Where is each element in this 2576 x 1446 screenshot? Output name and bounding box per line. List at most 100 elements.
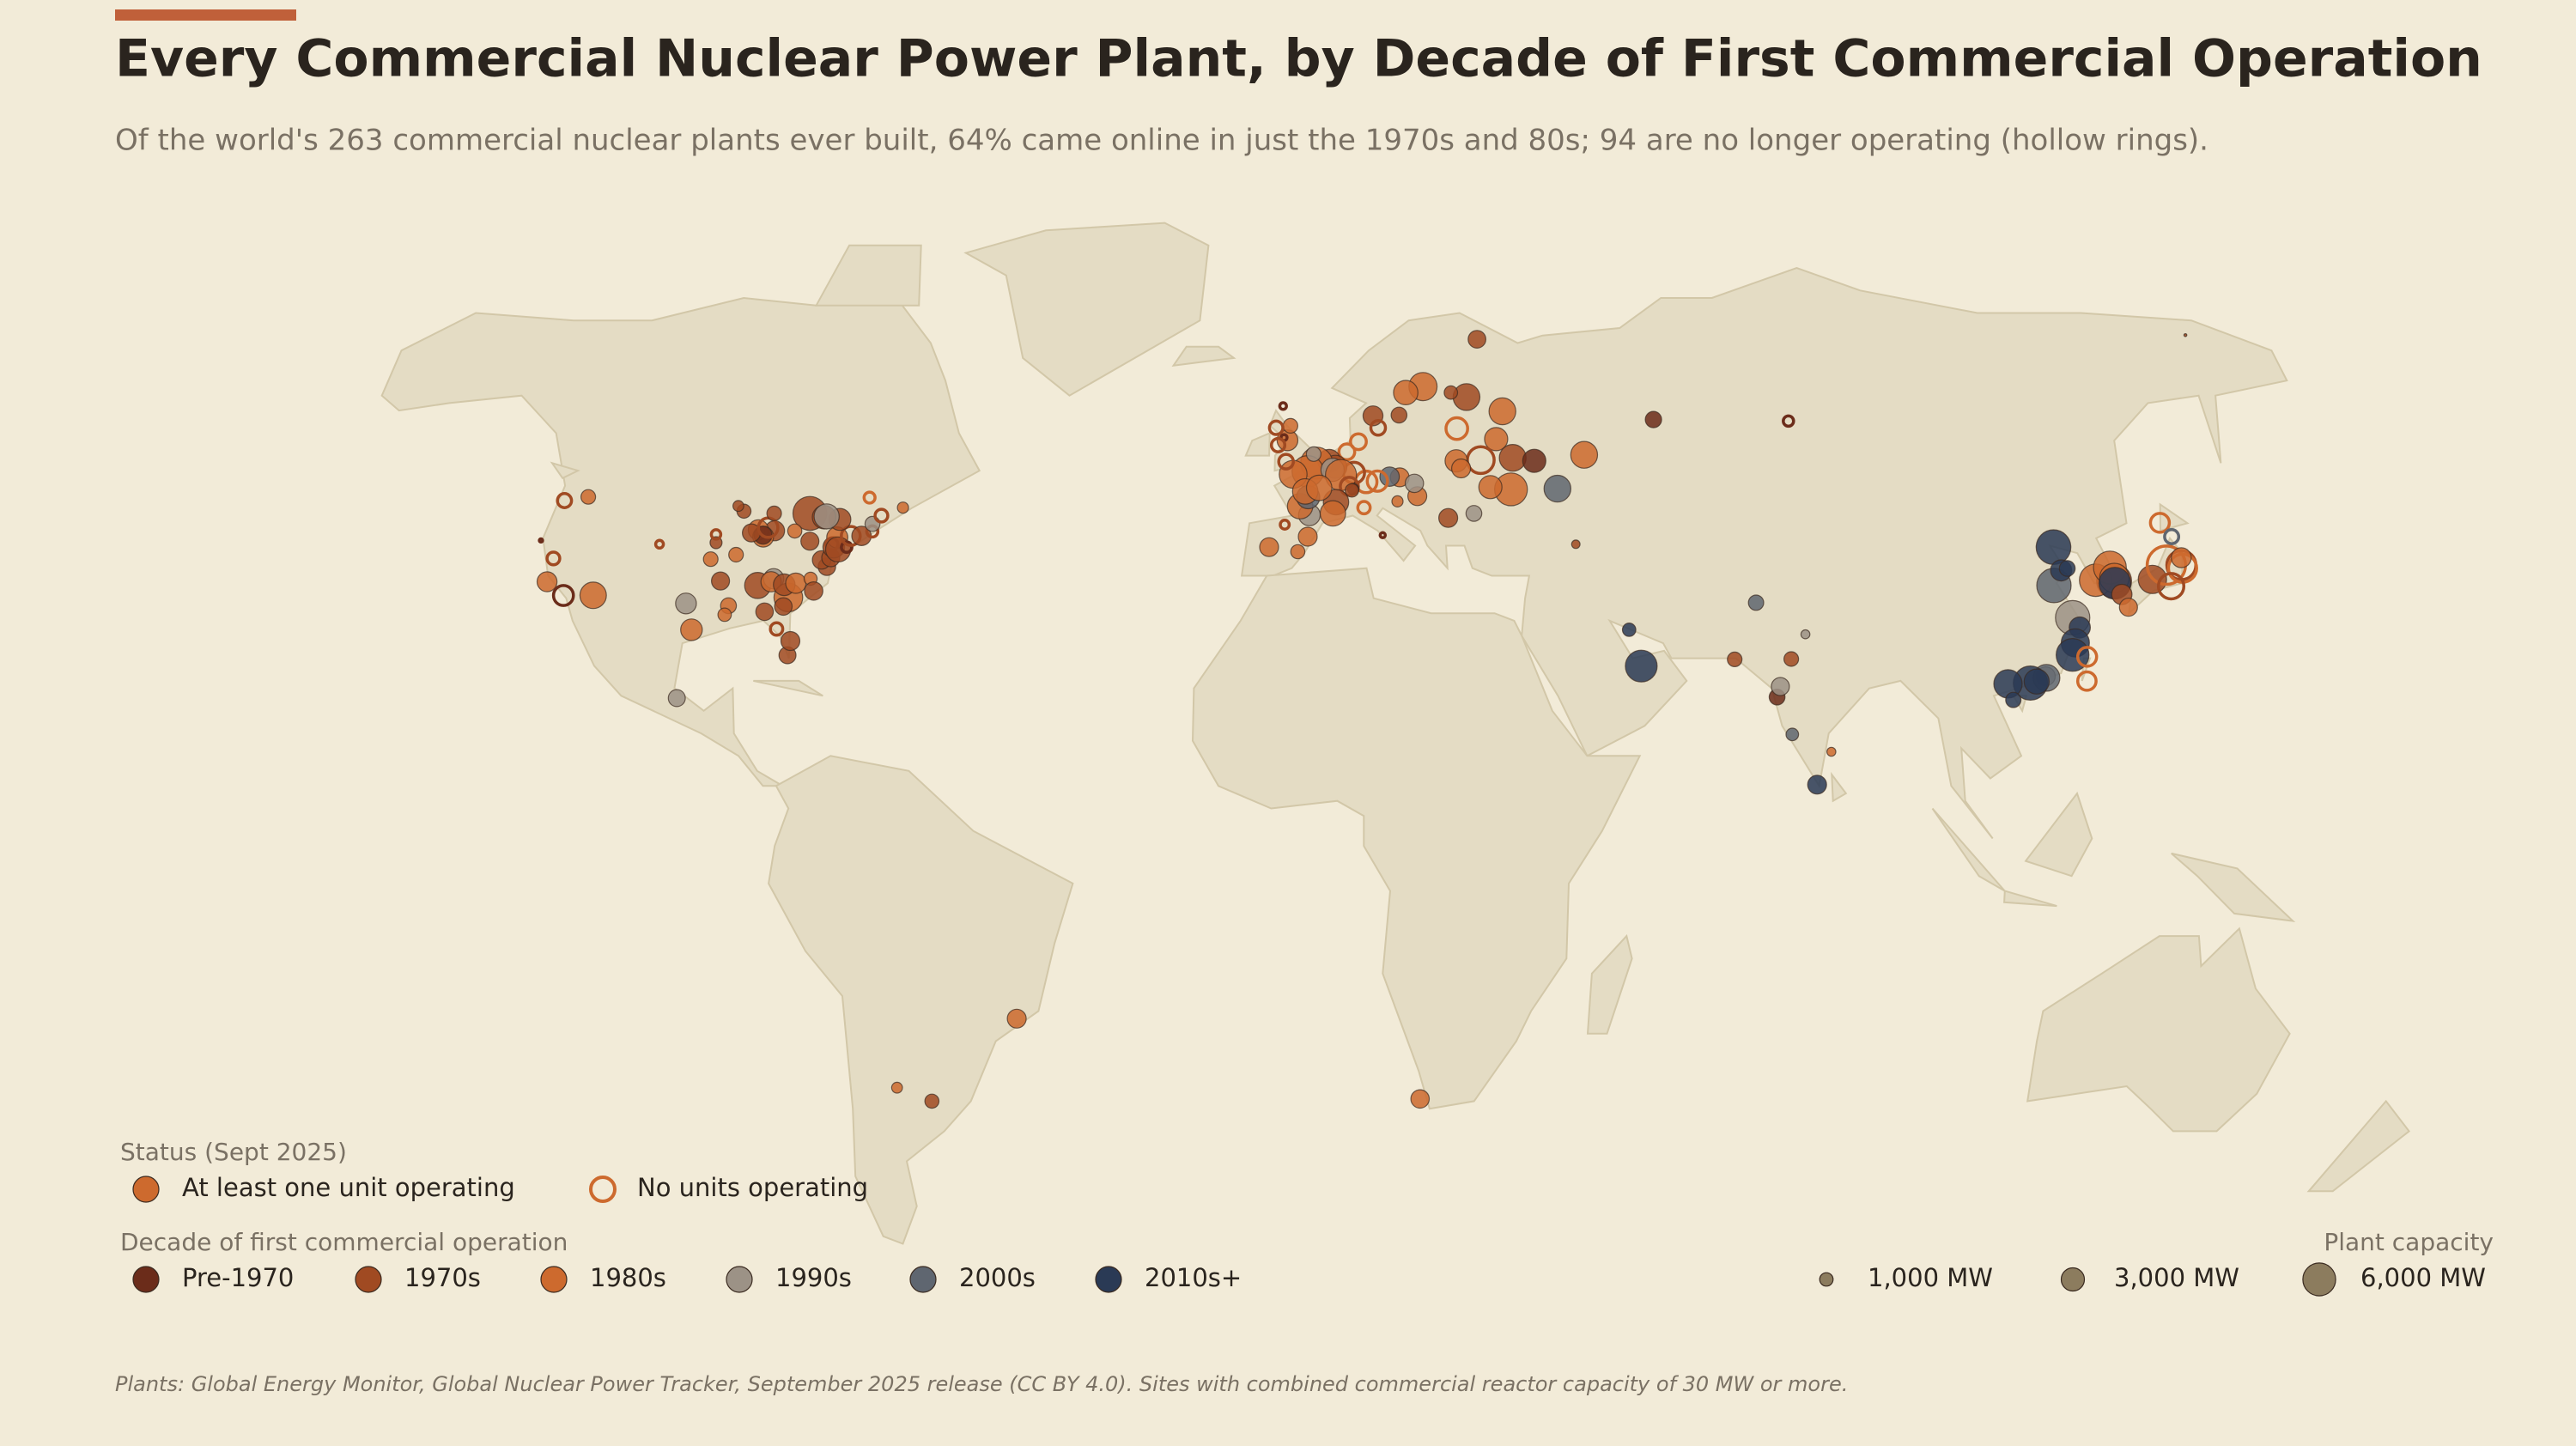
landmass bbox=[753, 679, 823, 697]
plant-operating bbox=[680, 618, 703, 641]
legend-swatch bbox=[909, 1266, 937, 1293]
landmass bbox=[1244, 431, 1271, 457]
plant-operating bbox=[702, 551, 719, 568]
plant-operating bbox=[1570, 440, 1599, 469]
landmass bbox=[2024, 791, 2093, 878]
plant-operating bbox=[780, 630, 801, 652]
size-legend-swatch bbox=[2302, 1262, 2336, 1297]
plant-operating bbox=[2005, 691, 2022, 708]
plant-operating bbox=[1006, 1008, 1027, 1029]
plant-operating bbox=[1800, 629, 1811, 640]
plant-closed bbox=[1267, 419, 1285, 436]
plant-operating bbox=[1319, 500, 1346, 527]
plant-operating bbox=[1771, 677, 1790, 696]
plant-operating bbox=[1259, 537, 1279, 557]
decade-legend-title: Decade of first commercial operation bbox=[120, 1228, 568, 1256]
legend-label: 3,000 MW bbox=[2114, 1263, 2239, 1292]
legend-label: 2010s+ bbox=[1145, 1263, 1242, 1292]
legend-label: Pre-1970 bbox=[182, 1263, 294, 1292]
landmass bbox=[1931, 807, 2006, 892]
plant-operating bbox=[896, 501, 909, 514]
status-legend-title: Status (Sept 2025) bbox=[120, 1138, 347, 1166]
plant-closed bbox=[1356, 500, 1372, 516]
plant-operating bbox=[1305, 446, 1322, 462]
plant-operating bbox=[1785, 727, 1800, 742]
plant-closed bbox=[709, 528, 723, 541]
landmass bbox=[2159, 502, 2190, 532]
plant-operating bbox=[787, 523, 803, 539]
plant-operating bbox=[1543, 474, 1572, 503]
plant-operating bbox=[766, 505, 782, 522]
chart-subtitle: Of the world's 263 commercial nuclear pl… bbox=[115, 124, 2208, 158]
plant-operating bbox=[717, 607, 732, 623]
plant-operating bbox=[675, 592, 697, 615]
plant-operating bbox=[1498, 444, 1527, 472]
plant-operating bbox=[864, 515, 881, 532]
plant-operating bbox=[1450, 458, 1472, 479]
accent-bar bbox=[115, 9, 296, 21]
plant-operating bbox=[1452, 383, 1481, 411]
plant-operating bbox=[924, 1093, 940, 1109]
landmass bbox=[768, 755, 1074, 1245]
legend-label: 6,000 MW bbox=[2360, 1263, 2486, 1292]
plant-operating bbox=[1404, 473, 1425, 494]
size-legend-swatch bbox=[1819, 1272, 1834, 1287]
plant-operating bbox=[1783, 651, 1800, 667]
plant-closed bbox=[545, 550, 562, 567]
landmass bbox=[2026, 927, 2291, 1133]
plant-operating bbox=[800, 532, 820, 551]
plant-operating bbox=[1282, 417, 1299, 434]
plant-closed bbox=[2148, 512, 2172, 534]
landmass bbox=[1586, 934, 1633, 1035]
plant-closed bbox=[840, 540, 854, 555]
plant-closed bbox=[1269, 436, 1287, 453]
landmass bbox=[2171, 852, 2296, 922]
plant-closed bbox=[1278, 401, 1288, 411]
plant-operating bbox=[1644, 410, 1662, 428]
legend-swatch bbox=[355, 1266, 382, 1293]
plant-operating bbox=[710, 571, 731, 591]
legend-label: 1980s bbox=[590, 1263, 666, 1292]
plant-operating bbox=[1290, 544, 1306, 560]
plant-operating bbox=[2183, 332, 2188, 337]
legend-label: No units operating bbox=[637, 1173, 868, 1202]
plant-operating bbox=[1621, 623, 1637, 637]
plant-operating bbox=[804, 580, 823, 601]
plant-operating bbox=[1747, 594, 1765, 611]
plant-closed bbox=[538, 537, 544, 544]
plant-operating bbox=[1437, 507, 1459, 528]
plant-closed bbox=[873, 507, 890, 524]
plant-operating bbox=[813, 503, 840, 530]
plant-operating bbox=[2058, 560, 2076, 577]
plant-operating bbox=[1390, 406, 1408, 424]
plant-operating bbox=[1467, 330, 1486, 349]
legend-swatch bbox=[726, 1266, 753, 1293]
plant-operating bbox=[785, 572, 807, 594]
plant-closed bbox=[653, 538, 665, 550]
plant-operating bbox=[774, 597, 793, 617]
plant-operating bbox=[890, 1081, 903, 1094]
plant-operating bbox=[2118, 598, 2138, 617]
legend-swatch bbox=[540, 1266, 568, 1293]
landmass bbox=[1171, 345, 1236, 367]
plant-operating bbox=[1443, 385, 1459, 400]
plant-closed bbox=[1279, 519, 1291, 531]
plant-operating bbox=[2035, 529, 2072, 566]
plant-operating bbox=[667, 689, 686, 708]
plant-operating bbox=[1522, 448, 1546, 473]
plant-closed bbox=[1782, 414, 1795, 428]
plant-operating bbox=[1305, 474, 1333, 501]
land-layer bbox=[380, 222, 2410, 1245]
footnote: Plants: Global Energy Monitor, Global Nu… bbox=[115, 1372, 1848, 1396]
plant-closed bbox=[1349, 432, 1368, 452]
legend-swatch bbox=[1095, 1266, 1122, 1293]
plant-operating bbox=[1297, 526, 1318, 547]
landmass bbox=[1831, 771, 1848, 803]
plant-closed bbox=[2156, 572, 2186, 601]
size-legend-swatch bbox=[2060, 1267, 2086, 1292]
plant-closed bbox=[2075, 670, 2098, 692]
legend-swatch bbox=[589, 1176, 617, 1203]
landmass bbox=[963, 222, 1210, 397]
plant-operating bbox=[732, 500, 744, 513]
legend-label: 1990s bbox=[775, 1263, 852, 1292]
